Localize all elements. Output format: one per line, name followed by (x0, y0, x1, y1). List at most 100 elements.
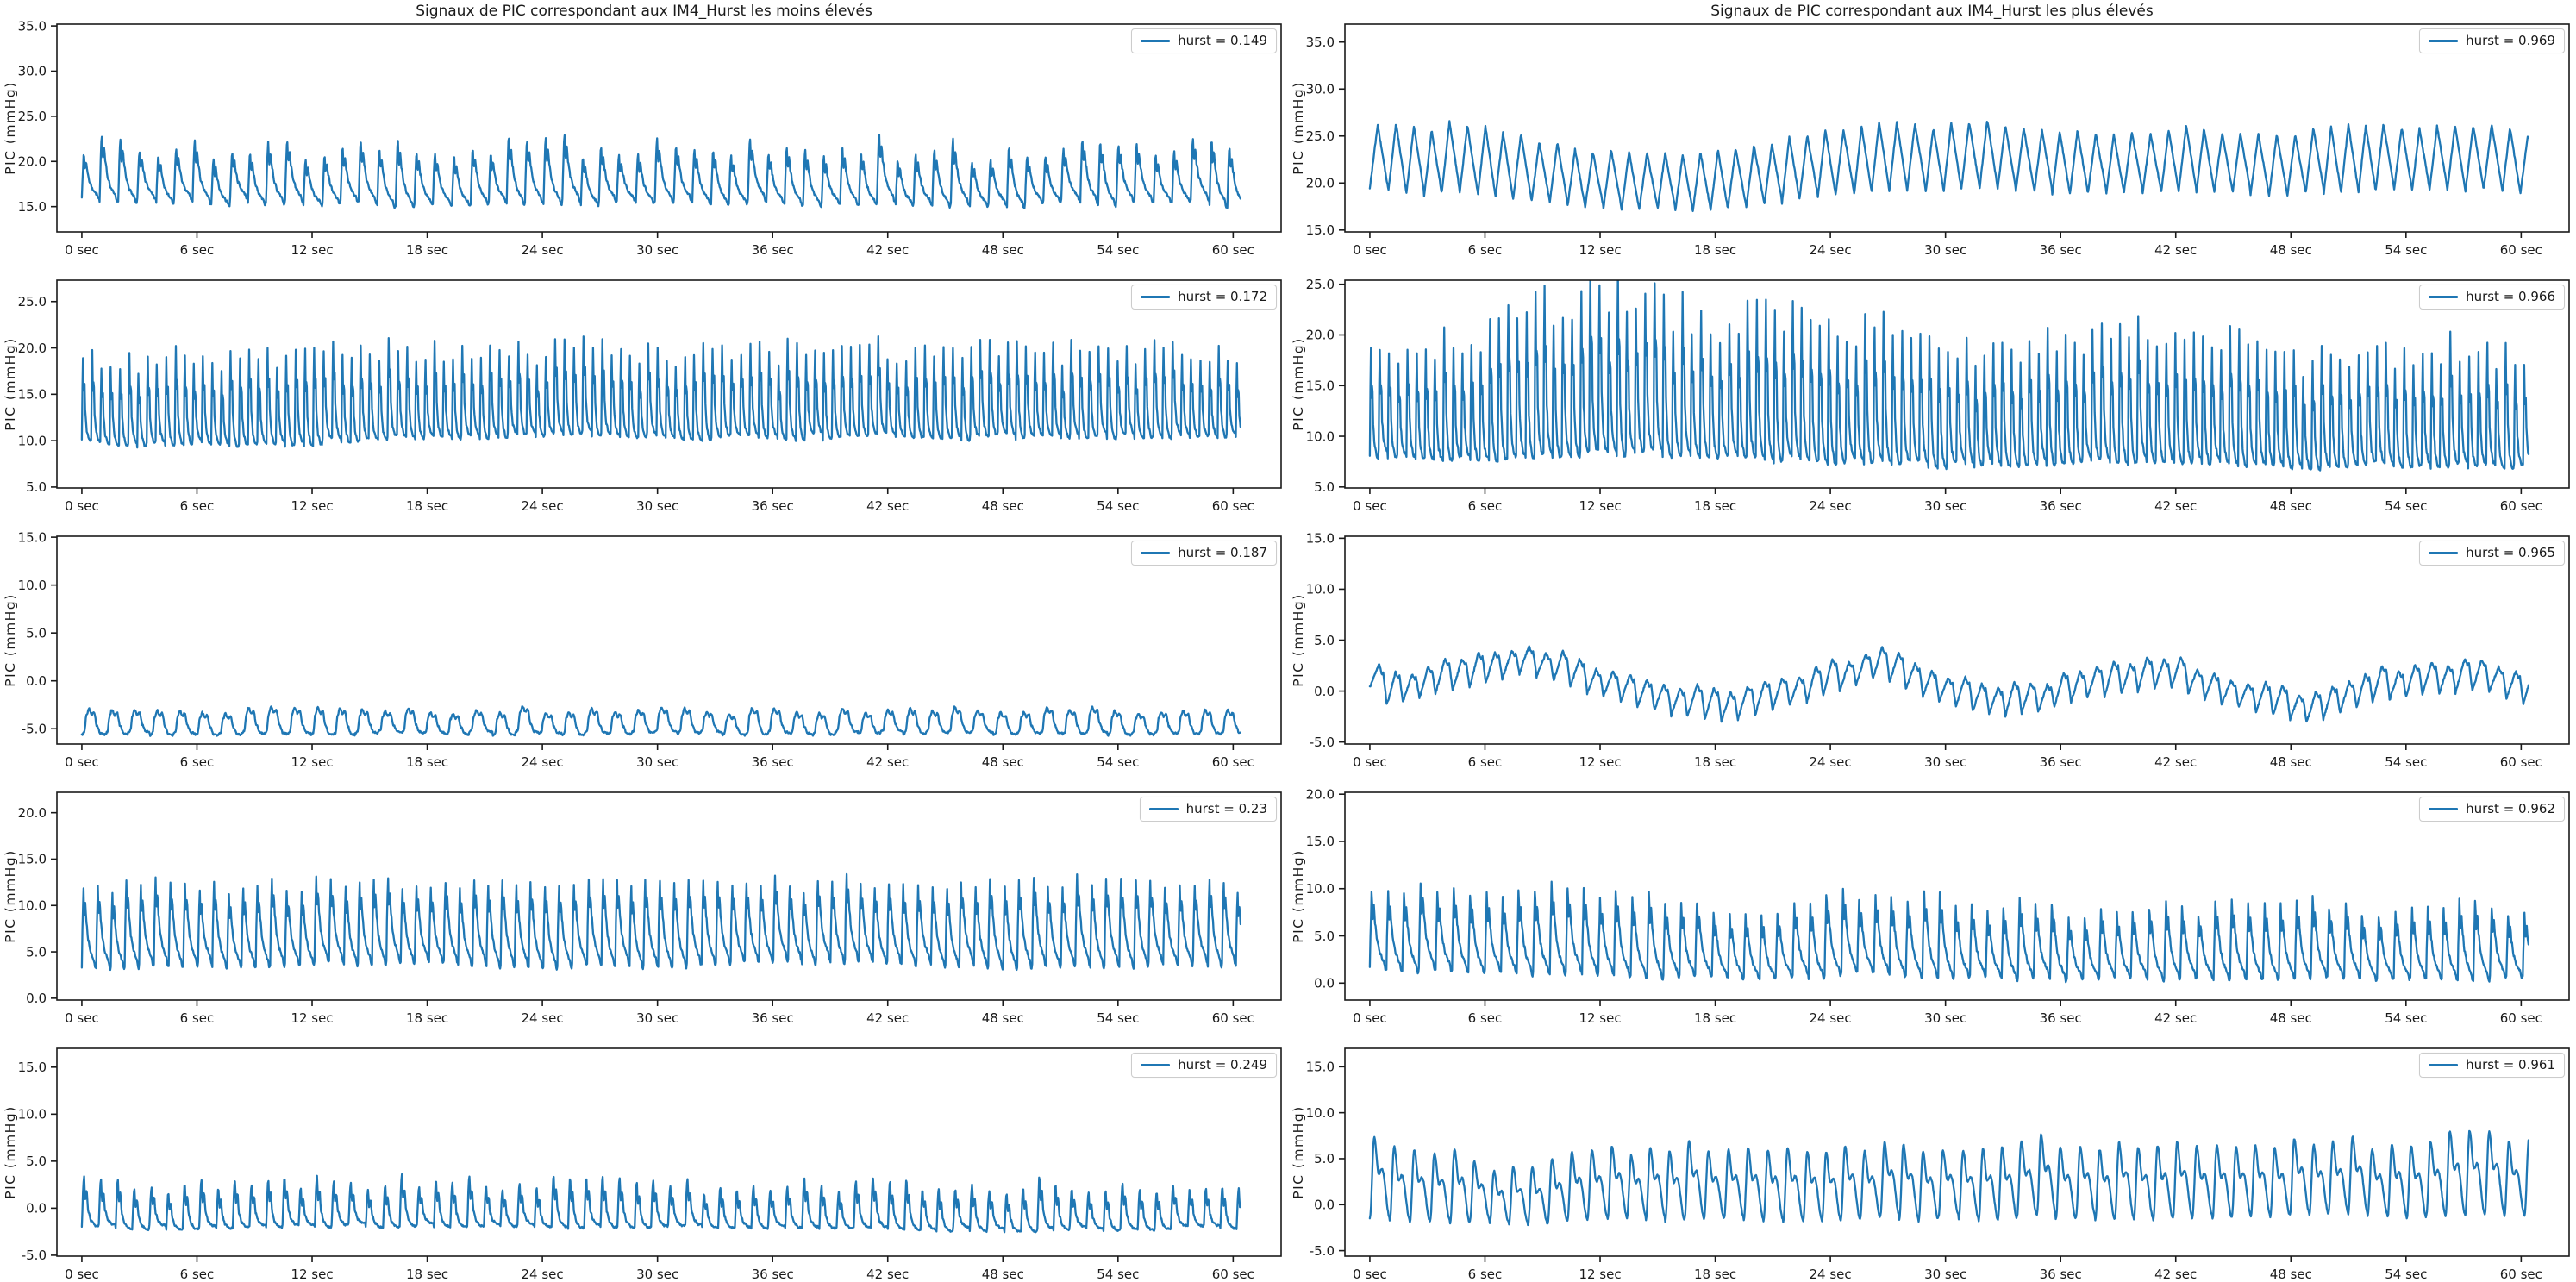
x-tick-label: 60 sec (1212, 242, 1254, 256)
x-tick-label: 54 sec (1097, 754, 1139, 768)
x-tick-label: 42 sec (866, 242, 909, 256)
legend-line-sample (2429, 1063, 2459, 1066)
x-tick-label: 42 sec (2154, 242, 2197, 256)
x-tick-label: 24 sec (1810, 1266, 1852, 1280)
y-tick-label: 30.0 (1306, 81, 1335, 97)
y-tick-label: 0.0 (26, 673, 47, 689)
x-tick-label: 18 sec (406, 498, 448, 512)
y-tick-label: 20.0 (18, 805, 47, 821)
legend-label: hurst = 0.961 (2466, 1057, 2555, 1073)
x-tick-label: 0 sec (1353, 242, 1387, 256)
y-axis-label: PIC (mmHg) (1291, 81, 1306, 174)
legend-line-sample (1141, 1063, 1171, 1066)
axes-frame (56, 279, 1282, 489)
legend-line-sample (1141, 39, 1171, 42)
y-tick-label: -5.0 (1310, 735, 1335, 750)
y-tick-label: 15.0 (1306, 834, 1335, 849)
signal-line (1368, 645, 2530, 723)
x-tick-label: 60 sec (2500, 242, 2542, 256)
x-tick-label: 6 sec (180, 754, 215, 768)
x-tick-label: 48 sec (2270, 1010, 2312, 1024)
y-tick-label: 5.0 (1314, 479, 1335, 495)
signal-line (80, 872, 1242, 972)
x-tick-label: 30 sec (1924, 242, 1966, 256)
x-tick-label: 0 sec (1353, 754, 1387, 768)
x-tick-label: 6 sec (180, 498, 215, 512)
subplot-left-row5: 15.0 10.0 5.0 0.0 -5.0 0 sec 6 sec 12 sec 18 sec… (0, 1024, 1288, 1280)
y-tick-label: 10.0 (18, 578, 47, 593)
y-tick-label: 0.0 (1314, 1198, 1335, 1213)
x-tick-label: 12 sec (291, 1266, 333, 1280)
y-axis-label: PIC (mmHg) (3, 81, 18, 174)
x-tick-label: 48 sec (982, 242, 1024, 256)
legend-left-row5: hurst = 0.249 (1131, 1053, 1277, 1078)
axes-frame (56, 791, 1282, 1001)
x-tick-label: 18 sec (1694, 242, 1736, 256)
x-tick-label: 24 sec (522, 754, 564, 768)
x-tick-label: 36 sec (2040, 498, 2082, 512)
x-tick-label: 6 sec (1468, 754, 1503, 768)
x-tick-label: 36 sec (2040, 1266, 2082, 1280)
legend-left-row3: hurst = 0.187 (1131, 541, 1277, 566)
x-tick-label: 12 sec (1579, 1266, 1621, 1280)
legend-line-sample (2429, 39, 2459, 42)
x-tick-label: 24 sec (522, 1266, 564, 1280)
x-tick-label: 60 sec (1212, 498, 1254, 512)
y-tick-label: 15.0 (18, 199, 47, 215)
x-tick-label: 0 sec (65, 242, 99, 256)
x-tick-label: 30 sec (1924, 754, 1966, 768)
y-tick-label: 20.0 (1306, 328, 1335, 343)
x-tick-label: 6 sec (1468, 1266, 1503, 1280)
axes-frame (1344, 279, 2570, 489)
x-tick-label: 30 sec (636, 1266, 678, 1280)
y-tick-label: 15.0 (18, 1060, 47, 1075)
x-tick-label: 30 sec (1924, 1266, 1966, 1280)
x-tick-label: 0 sec (1353, 1010, 1387, 1024)
y-tick-label: 25.0 (18, 294, 47, 310)
y-tick-label: 5.0 (26, 625, 47, 641)
legend-left-row4: hurst = 0.23 (1139, 797, 1277, 822)
x-tick-label: 30 sec (636, 1010, 678, 1024)
x-tick-label: 6 sec (1468, 1010, 1503, 1024)
y-axis-label: PIC (mmHg) (3, 593, 18, 686)
x-tick-label: 0 sec (1353, 1266, 1387, 1280)
x-tick-label: 30 sec (1924, 498, 1966, 512)
x-tick-label: 36 sec (2040, 1010, 2082, 1024)
x-tick-label: 60 sec (2500, 1010, 2542, 1024)
x-tick-label: 54 sec (2385, 754, 2427, 768)
y-axis-label: PIC (mmHg) (3, 1105, 18, 1198)
x-tick-label: 6 sec (180, 1266, 215, 1280)
legend-line-sample (2429, 551, 2459, 554)
y-tick-label: 35.0 (18, 18, 47, 34)
subplot-left-row3: 15.0 10.0 5.0 0.0 -5.0 0 sec 6 sec 12 sec 18 sec… (0, 512, 1288, 768)
y-axis-label: PIC (mmHg) (1291, 849, 1306, 942)
x-tick-label: 42 sec (866, 754, 909, 768)
axes-right-row1: 35.0 30.0 25.0 20.0 15.0 0 sec 6 sec 12 sec 18 s… (1291, 23, 2570, 256)
x-tick-label: 42 sec (2154, 754, 2197, 768)
y-tick-label: 10.0 (18, 898, 47, 914)
axes-left-row4: 20.0 15.0 10.0 5.0 0.0 0 sec 6 sec 12 sec 18 sec… (3, 791, 1282, 1024)
legend-right-row2: hurst = 0.966 (2419, 285, 2565, 310)
x-tick-label: 18 sec (406, 1010, 448, 1024)
y-tick-label: 0.0 (1314, 684, 1335, 699)
axes-frame (1344, 535, 2570, 745)
x-tick-label: 6 sec (1468, 498, 1503, 512)
axes-left-row5: 15.0 10.0 5.0 0.0 -5.0 0 sec 6 sec 12 sec 18 sec… (3, 1047, 1282, 1280)
x-tick-label: 0 sec (65, 1266, 99, 1280)
y-tick-label: 5.0 (1314, 1151, 1335, 1166)
legend-line-sample (1141, 295, 1171, 298)
legend-label: hurst = 0.249 (1178, 1057, 1267, 1073)
x-tick-label: 48 sec (982, 498, 1024, 512)
axes-right-row4: 20.0 15.0 10.0 5.0 0.0 0 sec 6 sec 12 sec 18 sec… (1291, 786, 2570, 1024)
axes-frame (1344, 1047, 2570, 1257)
x-tick-label: 24 sec (522, 1010, 564, 1024)
x-tick-label: 0 sec (65, 754, 99, 768)
x-tick-label: 36 sec (2040, 242, 2082, 256)
axes-left-row1: 35.0 30.0 25.0 20.0 15.0 0 sec 6 sec 12 sec 18 s… (3, 18, 1282, 256)
x-tick-label: 48 sec (982, 754, 1024, 768)
legend-label: hurst = 0.23 (1185, 801, 1267, 816)
y-tick-label: 20.0 (18, 341, 47, 356)
x-tick-label: 36 sec (752, 498, 794, 512)
x-tick-label: 18 sec (406, 1266, 448, 1280)
x-tick-label: 24 sec (522, 498, 564, 512)
